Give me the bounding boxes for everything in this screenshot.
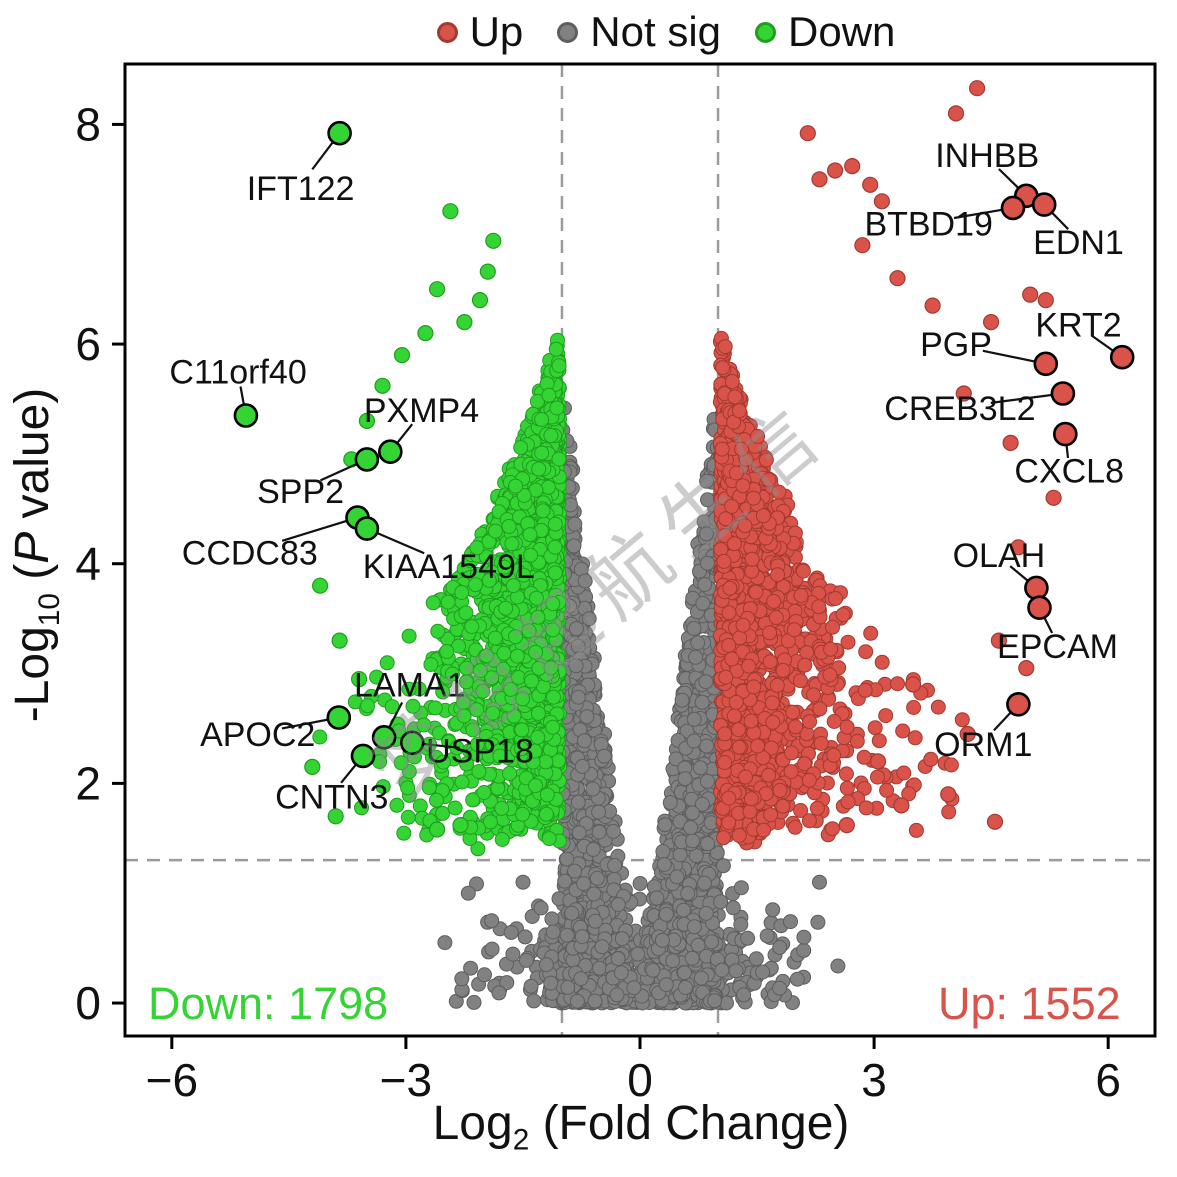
points-down (304, 203, 568, 857)
legend-item-down: Down (755, 8, 895, 56)
down-count-label: Down: 1798 (148, 978, 389, 1029)
legend: Up Not sig Down (130, 8, 1177, 56)
legend-label-not-sig: Not sig (590, 8, 722, 55)
not-sig-dot-icon (557, 21, 579, 43)
legend-label-up: Up (469, 8, 524, 55)
legend-item-up: Up (436, 8, 524, 56)
down-dot-icon (755, 21, 777, 43)
legend-item-not-sig: Not sig (557, 8, 721, 56)
y-axis-title: -Log10 (P value) (6, 387, 66, 723)
points-up (712, 80, 1062, 851)
legend-label-down: Down (788, 8, 896, 55)
up-count-label: Up: 1552 (938, 978, 1121, 1029)
up-dot-icon (436, 21, 458, 43)
x-axis-title: Log2 (Fold Change) (432, 1097, 850, 1157)
